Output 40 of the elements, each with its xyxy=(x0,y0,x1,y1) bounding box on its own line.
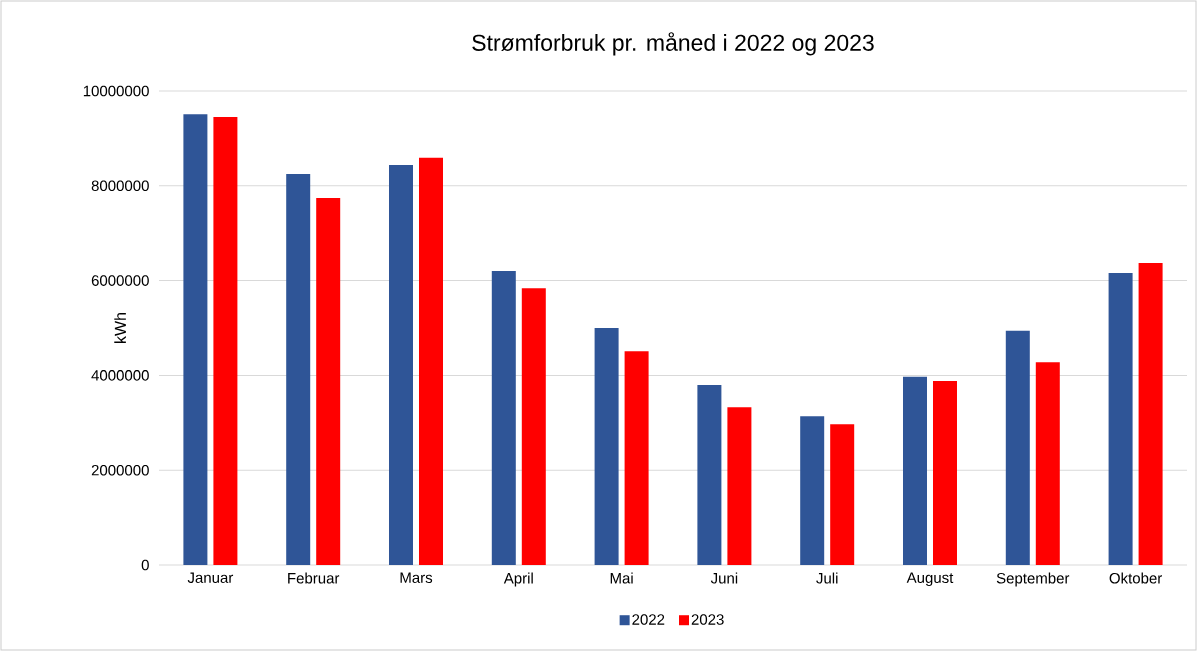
y-tick-label: 4000000 xyxy=(91,370,149,381)
bar xyxy=(1138,263,1163,565)
bar xyxy=(697,384,722,565)
bar xyxy=(419,157,443,565)
y-tick-label: 6000000 xyxy=(91,275,149,286)
y-tick-label: 10000000 xyxy=(83,85,149,97)
bar xyxy=(286,173,311,565)
bar xyxy=(830,424,855,565)
bar xyxy=(933,381,957,565)
bar xyxy=(1108,273,1133,565)
bar xyxy=(183,114,208,565)
y-tick-label: 2000000 xyxy=(91,464,149,476)
bar xyxy=(213,117,238,565)
chart-title: Strømforbruk pr. måned i 2022 og 2023 xyxy=(472,32,874,56)
y-axis-title: kWh xyxy=(114,313,126,343)
legend-label: 2023 xyxy=(691,614,724,625)
x-tick-label: Juni xyxy=(710,572,738,584)
bar xyxy=(727,407,752,565)
bar xyxy=(521,288,546,565)
bar xyxy=(316,198,341,565)
y-tick-label: 8000000 xyxy=(91,180,149,192)
bar xyxy=(1005,330,1030,565)
x-tick-label: Oktober xyxy=(1109,572,1163,584)
x-tick-label: Juli xyxy=(816,572,838,584)
bar xyxy=(1035,362,1060,565)
x-tick-label: Mai xyxy=(610,572,633,584)
x-tick-label: April xyxy=(503,572,533,587)
x-tick-label: September xyxy=(996,572,1070,587)
bar xyxy=(800,416,825,565)
bar xyxy=(389,164,413,565)
y-tick-label: 0 xyxy=(141,559,149,571)
bar xyxy=(624,351,649,565)
bar xyxy=(594,328,619,565)
bar xyxy=(491,271,516,565)
x-tick-label: Januar xyxy=(187,572,234,583)
x-tick-label: August xyxy=(906,572,954,586)
legend-label: 2022 xyxy=(632,614,665,625)
x-tick-label: Februar xyxy=(288,572,340,584)
x-tick-label: Mars xyxy=(400,572,433,583)
bar xyxy=(903,376,927,565)
